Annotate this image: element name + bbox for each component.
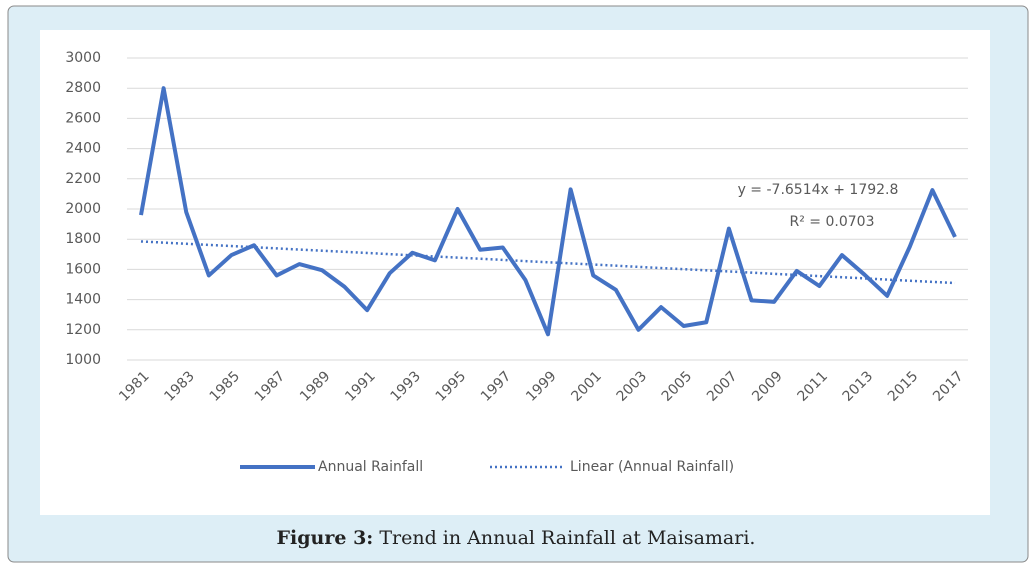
caption-text: Trend in Annual Rainfall at Maisamari. bbox=[379, 527, 755, 549]
trend-r2: R² = 0.0703 bbox=[790, 214, 875, 230]
y-tick-label: 1800 bbox=[65, 231, 101, 247]
y-tick-label: 3000 bbox=[65, 50, 101, 66]
y-tick-label: 2800 bbox=[65, 80, 101, 96]
chart-area bbox=[40, 30, 990, 515]
y-tick-label: 2400 bbox=[65, 141, 101, 157]
y-tick-label: 1200 bbox=[65, 322, 101, 338]
y-tick-label: 2200 bbox=[65, 171, 101, 187]
y-tick-label: 1000 bbox=[65, 352, 101, 368]
trendline bbox=[140, 240, 956, 285]
legend-label: Linear (Annual Rainfall) bbox=[570, 459, 734, 475]
trend-equation: y = -7.6514x + 1792.8 bbox=[738, 182, 899, 198]
caption: Figure 3: Trend in Annual Rainfall at Ma… bbox=[277, 527, 756, 549]
caption-label: Figure 3: bbox=[277, 527, 374, 549]
y-tick-label: 1400 bbox=[65, 292, 101, 308]
y-tick-label: 2000 bbox=[65, 201, 101, 217]
y-tick-label: 2600 bbox=[65, 110, 101, 126]
legend-label: Annual Rainfall bbox=[318, 459, 423, 475]
y-tick-label: 1600 bbox=[65, 261, 101, 277]
data-line bbox=[139, 86, 957, 337]
